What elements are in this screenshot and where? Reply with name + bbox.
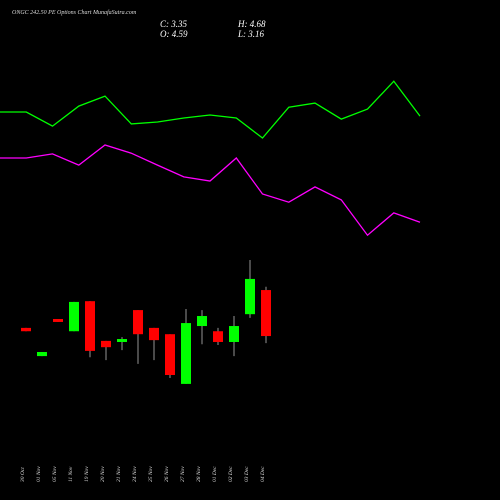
- x-tick-label: 21 Nov: [116, 466, 122, 482]
- candle-body: [165, 334, 175, 375]
- candle-body: [101, 340, 111, 348]
- candle-body: [21, 327, 31, 332]
- x-tick-label: 05 Nov: [52, 466, 58, 482]
- x-tick-label: 20 Nov: [100, 466, 106, 482]
- x-tick-label: 11 Nov: [68, 466, 74, 482]
- x-tick-label: 04 Dec: [259, 466, 266, 482]
- candle-body: [37, 352, 47, 357]
- x-tick-label: 27 Nov: [180, 466, 186, 482]
- x-tick-label: 25 Nov: [148, 466, 154, 482]
- x-tick-label: 01 Nov: [36, 466, 42, 482]
- overlay-line: [0, 80, 421, 139]
- candle-body: [69, 301, 79, 332]
- candle-body: [53, 318, 63, 322]
- candle-body: [229, 326, 239, 342]
- candle-body: [261, 290, 271, 337]
- x-tick-label: 28 Nov: [196, 466, 202, 482]
- candle-body: [133, 310, 143, 335]
- ohlc-open: O: 4.59: [160, 29, 188, 39]
- x-tick-label: 24 Nov: [131, 466, 138, 482]
- ohlc-high: H: 4.68: [237, 19, 266, 29]
- x-tick-label: 26 Nov: [164, 466, 170, 482]
- candle-body: [85, 301, 95, 351]
- x-tick-label: 02 Dec: [228, 466, 234, 482]
- candle-body: [181, 323, 191, 384]
- candle-body: [245, 278, 255, 315]
- chart-title: ONGC 242.50 PE Options Chart MunafaSutra…: [12, 9, 137, 16]
- x-tick-label: 19 Nov: [84, 466, 90, 482]
- candle-body: [197, 316, 207, 327]
- x-tick-label: 30 Oct: [20, 467, 26, 483]
- x-tick-label: 01 Dec: [212, 466, 218, 482]
- candle-body: [213, 331, 223, 342]
- overlay-line: [0, 144, 421, 237]
- candle-body: [117, 339, 127, 342]
- ohlc-close: C: 3.35: [160, 19, 188, 29]
- ohlc-low: L: 3.16: [237, 29, 265, 39]
- candle-body: [149, 327, 159, 341]
- x-tick-label: 03 Dec: [244, 466, 250, 482]
